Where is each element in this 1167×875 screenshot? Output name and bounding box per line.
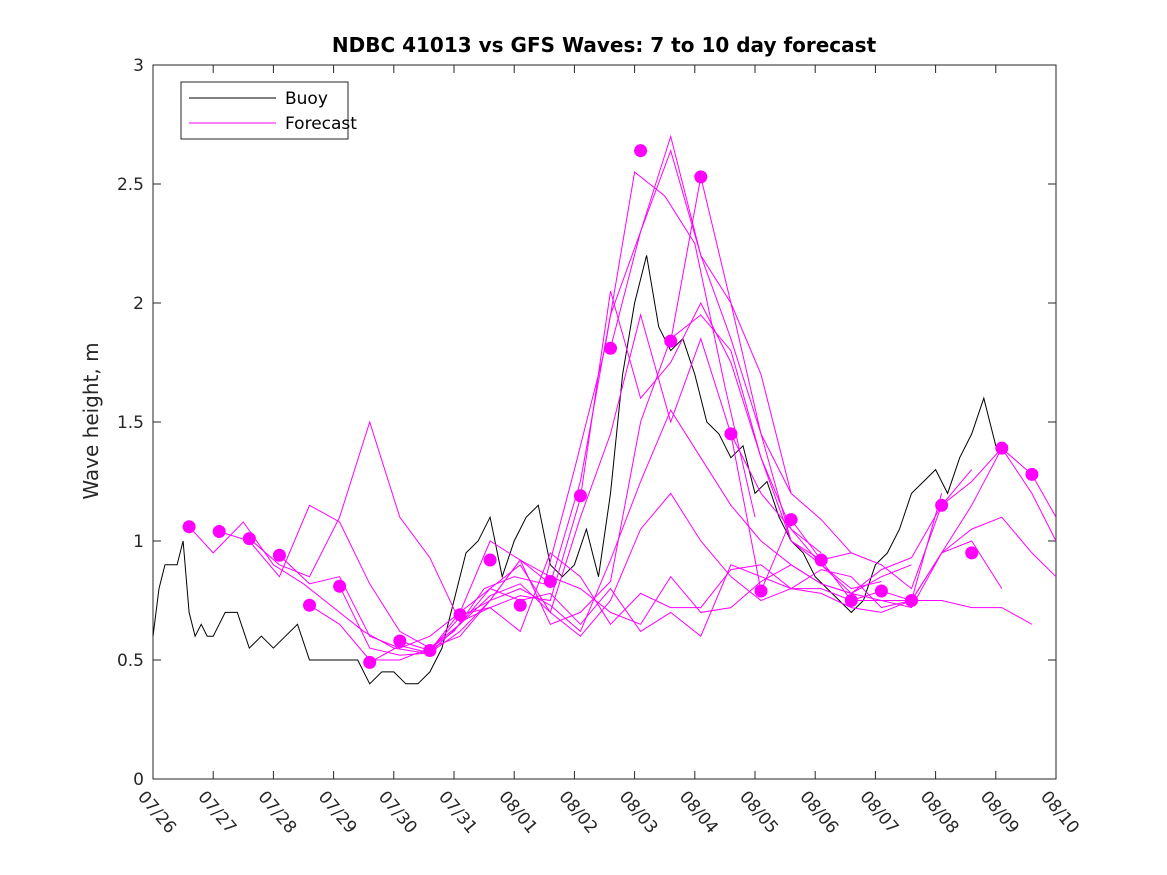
- forecast-marker: [694, 170, 708, 184]
- forecast-marker: [363, 655, 377, 669]
- forecast-marker: [935, 498, 949, 512]
- forecast-series-line: [730, 433, 1057, 602]
- y-tick-label: 0: [133, 770, 144, 790]
- y-axis-label: Wave height, m: [79, 342, 103, 499]
- forecast-series-line: [670, 176, 1057, 590]
- forecast-marker: [212, 524, 226, 538]
- forecast-marker: [483, 553, 497, 567]
- forecast-marker: [423, 643, 437, 657]
- y-tick-label: 1.5: [117, 413, 144, 433]
- forecast-marker: [965, 546, 979, 560]
- forecast-marker: [664, 334, 678, 348]
- forecast-marker: [242, 532, 256, 546]
- forecast-marker: [513, 598, 527, 612]
- forecast-series-line: [399, 469, 973, 652]
- forecast-marker: [333, 579, 347, 593]
- y-tick-label: 0.5: [117, 651, 144, 671]
- forecast-marker: [182, 520, 196, 534]
- forecast-marker: [303, 598, 317, 612]
- forecast-marker: [844, 594, 858, 607]
- legend-box: [180, 81, 349, 140]
- legend-label-buoy: Buoy: [285, 89, 328, 109]
- forecast-marker: [634, 144, 648, 158]
- forecast-marker: [814, 553, 828, 567]
- forecast-series-line: [459, 552, 1033, 633]
- forecast-marker: [1025, 467, 1039, 481]
- forecast-marker: [573, 489, 587, 503]
- forecast-marker: [995, 441, 1009, 455]
- forecast-series-line: [369, 492, 943, 663]
- y-tick-label: 3: [133, 56, 144, 76]
- forecast-marker: [393, 634, 407, 648]
- forecast-marker: [272, 548, 286, 562]
- forecast-series-line: [188, 171, 756, 654]
- y-tick-label: 1: [133, 532, 144, 552]
- forecast-marker: [543, 574, 557, 588]
- chart-title: NDBC 41013 vs GFS Waves: 7 to 10 day for…: [332, 33, 877, 57]
- forecast-marker: [604, 341, 618, 355]
- forecast-marker: [724, 427, 738, 441]
- axes-box: [152, 64, 1057, 780]
- legend-label-forecast: Forecast: [285, 114, 357, 134]
- forecast-marker: [784, 513, 798, 527]
- y-tick-label: 2: [133, 294, 144, 314]
- forecast-marker: [453, 608, 467, 622]
- forecast-marker: [754, 584, 768, 598]
- forecast-marker: [874, 584, 888, 598]
- y-tick-label: 2.5: [117, 175, 144, 195]
- forecast-marker: [905, 594, 919, 607]
- forecast-series-line: [610, 149, 1057, 609]
